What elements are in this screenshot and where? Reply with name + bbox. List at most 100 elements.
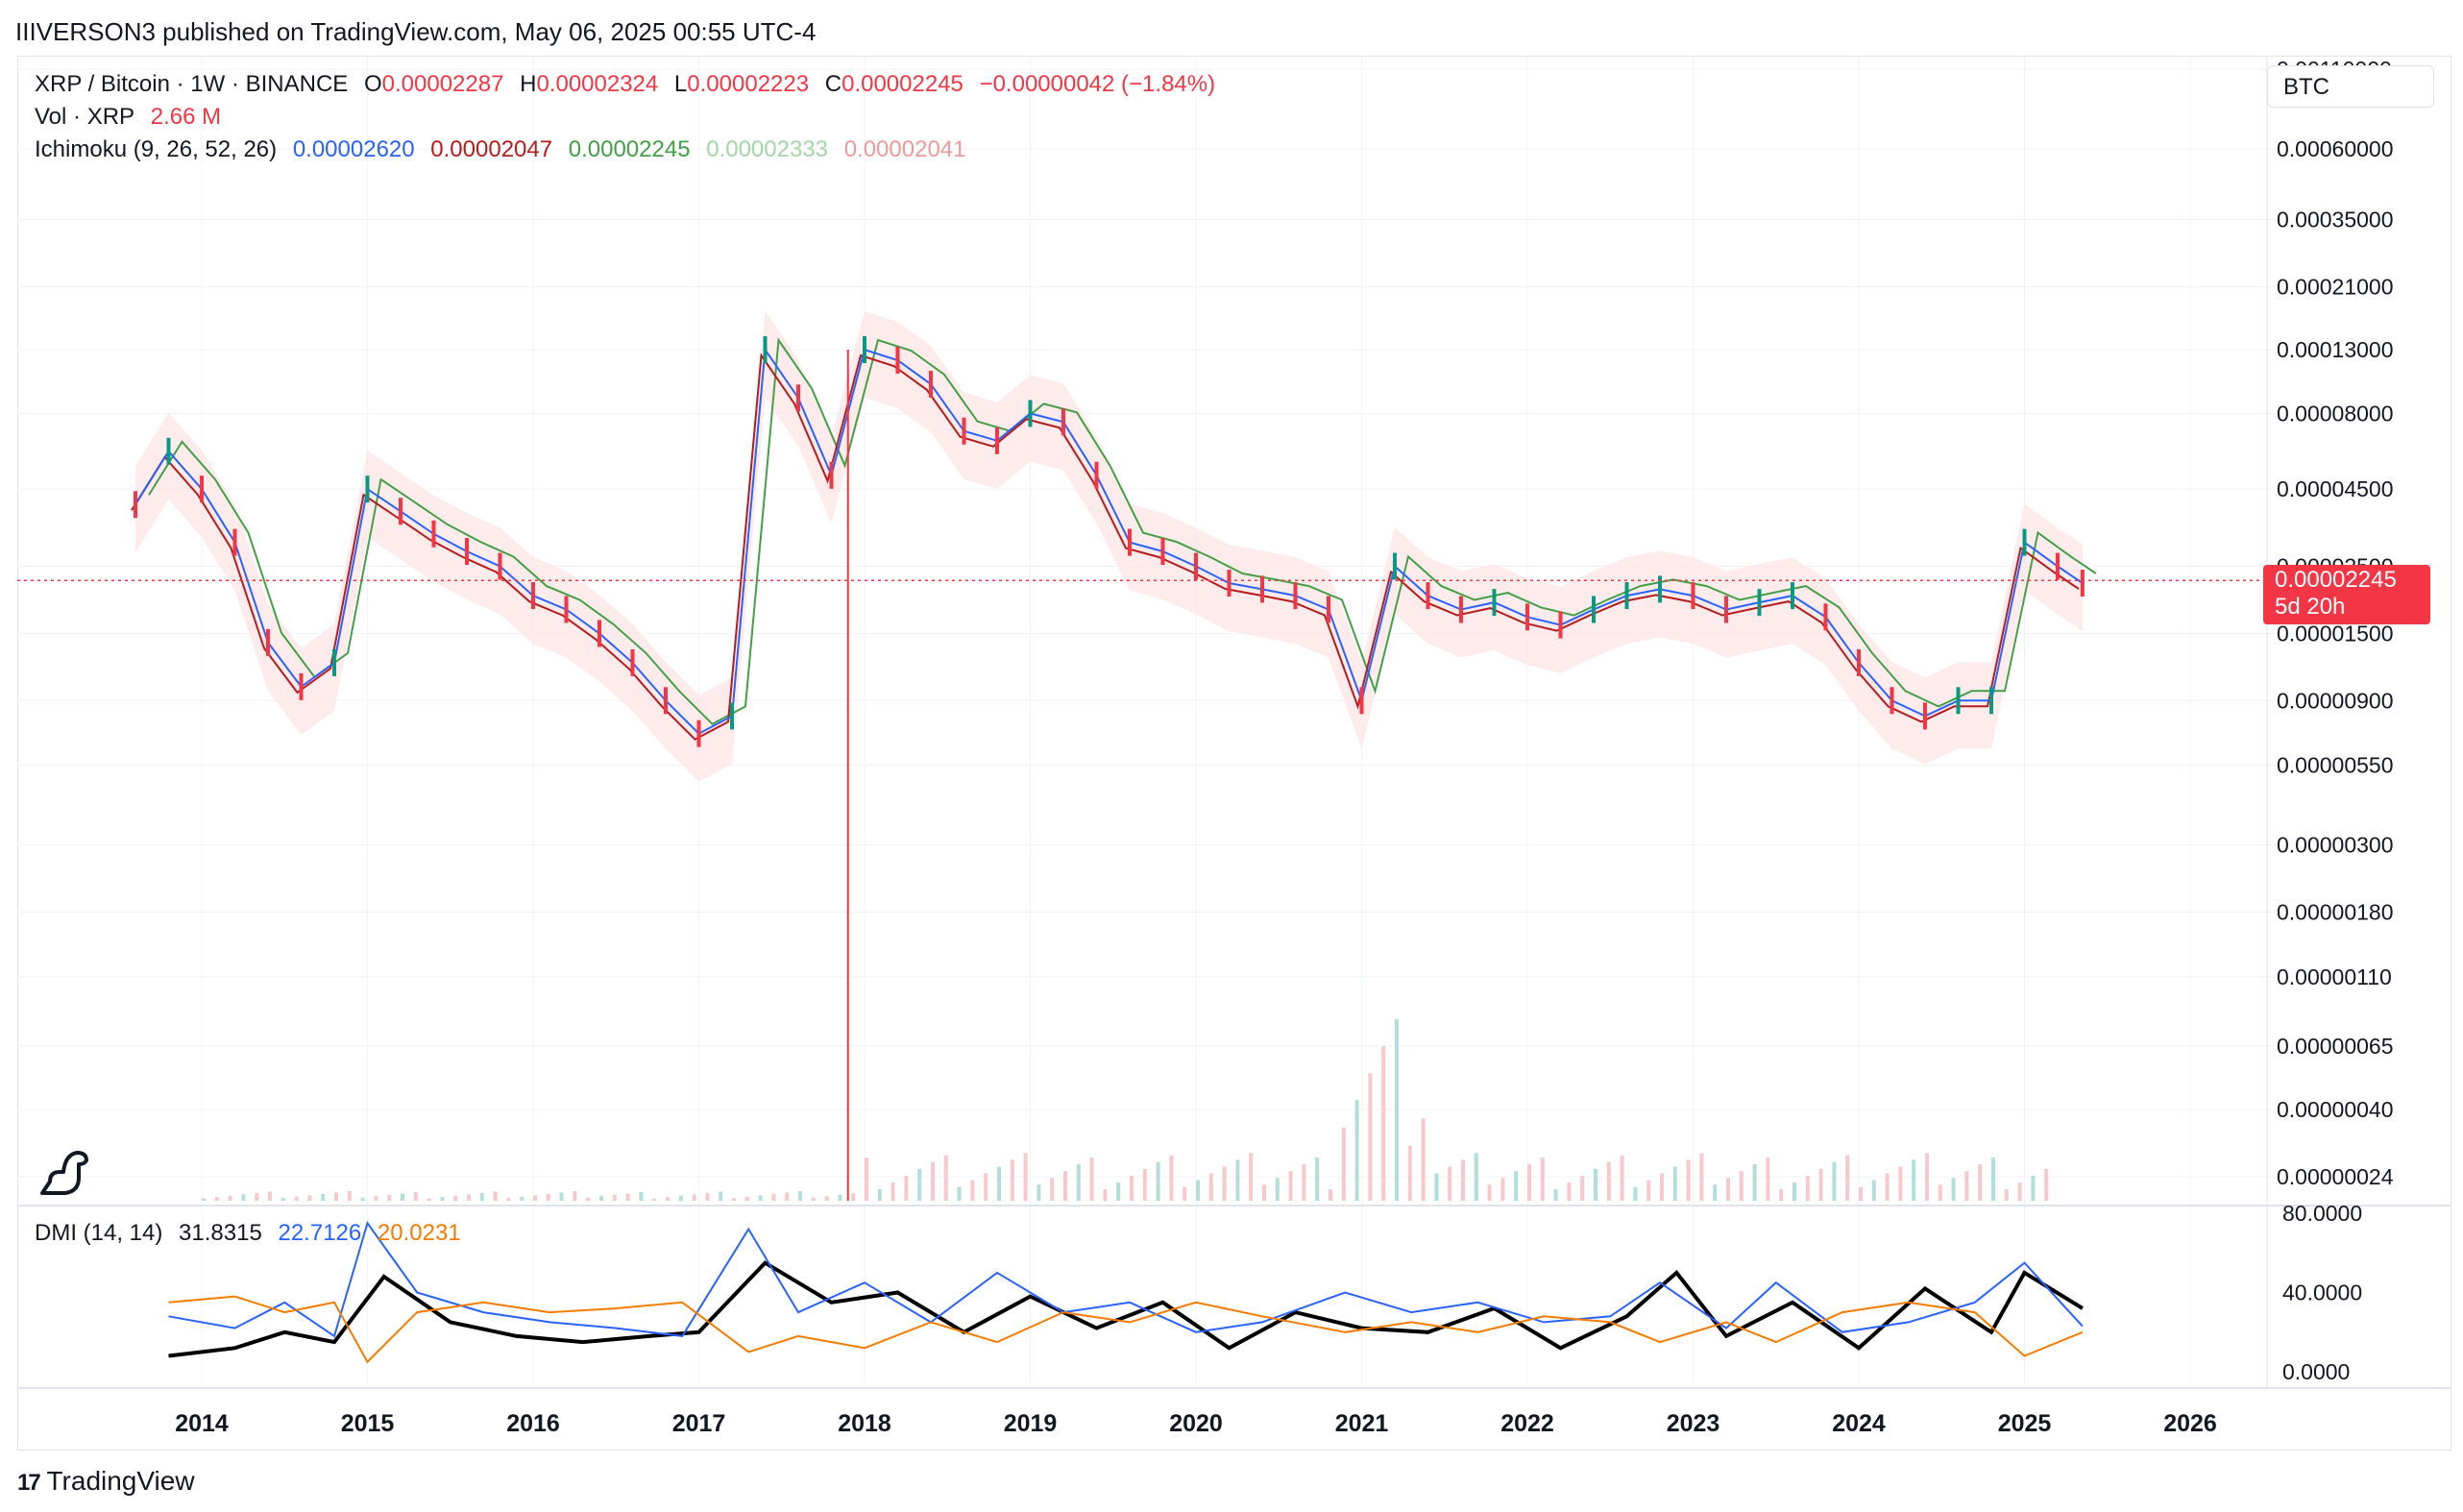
- y-tick-label: 0.00000110: [2277, 964, 2392, 989]
- dmi-minus-line: [168, 1295, 2084, 1364]
- x-tick-label: 2024: [1832, 1410, 1886, 1437]
- volume-bar: [917, 1168, 922, 1201]
- volume-bar: [1620, 1155, 1624, 1201]
- price-candle: [332, 648, 336, 676]
- open-value: 0.00002287: [381, 71, 504, 97]
- price-candle: [1724, 596, 1728, 623]
- publish-line: IIIVERSON3 published on TradingView.com,…: [15, 17, 817, 46]
- price-candle: [597, 620, 601, 647]
- y-tick-label: 0.00060000: [2277, 136, 2394, 161]
- legend-symbol: XRP / Bitcoin · 1W · BINANCE: [35, 71, 349, 97]
- volume-bar: [1646, 1180, 1651, 1201]
- ichimoku-span-a: 0.00002333: [706, 136, 829, 162]
- volume-bar: [1222, 1166, 1227, 1201]
- legend-dmi: DMI (14, 14) 31.8315 22.7126 20.0231: [35, 1220, 471, 1247]
- volume-bar: [467, 1194, 471, 1201]
- volume-bar: [1302, 1164, 1306, 1201]
- price-candle: [564, 596, 569, 623]
- volume-bar: [559, 1192, 564, 1201]
- price-candle: [1890, 687, 1894, 715]
- volume-bar: [1779, 1189, 1784, 1201]
- volume-bar: [1912, 1159, 1916, 1201]
- chart-frame[interactable]: [17, 56, 2451, 1451]
- price-candle: [1989, 687, 1993, 715]
- price-candle: [1525, 603, 1529, 631]
- volume-bar: [520, 1196, 524, 1201]
- volume-bar: [824, 1196, 829, 1201]
- volume-bar: [1606, 1161, 1611, 1201]
- volume-bar: [546, 1193, 550, 1201]
- price-candle: [200, 476, 204, 503]
- volume-bar: [1553, 1189, 1558, 1201]
- volume-bar: [1500, 1178, 1505, 1201]
- grid-lines: [17, 58, 2451, 1389]
- price-series: [17, 336, 2267, 1201]
- price-candle: [2056, 552, 2060, 580]
- volume-bar: [1527, 1164, 1531, 1201]
- volume-bar: [652, 1198, 657, 1201]
- x-axis-ticks: 2014 2015 2016 2017 2018 2019 2020 2021 2022 2023…: [175, 1410, 2217, 1437]
- volume-bar: [1368, 1073, 1373, 1201]
- volume-bar: [1010, 1159, 1014, 1201]
- volume-bar: [1395, 1018, 1399, 1201]
- volume-bar: [1991, 1158, 1995, 1201]
- ichimoku-label: Ichimoku (9, 26, 52, 26): [35, 136, 278, 162]
- volume-bar: [758, 1195, 763, 1201]
- price-candle: [299, 672, 304, 700]
- price-candle: [1956, 687, 1961, 715]
- currency-button[interactable]: BTC: [2267, 65, 2434, 108]
- legend-ohlc: XRP / Bitcoin · 1W · BINANCE O0.00002287…: [35, 71, 1225, 98]
- x-tick-label: 2016: [506, 1410, 560, 1437]
- volume-bar: [1885, 1173, 1890, 1201]
- last-price-value: 0.00002245: [2275, 567, 2397, 594]
- tv-logo-icon: 17: [17, 1470, 41, 1496]
- volume-bars: [202, 1018, 2049, 1201]
- x-tick-label: 2015: [341, 1410, 395, 1437]
- volume-bar: [2017, 1182, 2022, 1201]
- price-candle: [498, 552, 502, 580]
- price-candle: [1094, 461, 1099, 489]
- volume-bar: [1792, 1182, 1796, 1201]
- x-tick-label: 2019: [1004, 1410, 1058, 1437]
- price-candle: [1923, 702, 1927, 730]
- low-label: L: [673, 71, 688, 97]
- price-candle: [1691, 582, 1695, 610]
- price-candle: [2022, 528, 2027, 556]
- high-label: H: [520, 71, 537, 97]
- y-tick-label: 0.00000900: [2277, 688, 2394, 713]
- volume-bar: [692, 1194, 696, 1201]
- price-candle: [1327, 596, 1330, 623]
- legend-change: −0.00000042 (−1.84%): [979, 71, 1216, 97]
- dmi-minus-value: 20.0231: [377, 1220, 461, 1246]
- x-tick-label: 2021: [1335, 1410, 1389, 1437]
- volume-bar: [307, 1195, 312, 1201]
- volume-bar: [1421, 1118, 1426, 1201]
- volume-bar: [374, 1196, 378, 1201]
- price-candle: [1160, 538, 1165, 566]
- price-candle: [465, 538, 469, 566]
- dmi-adx-value: 31.8315: [179, 1220, 262, 1246]
- volume-bar: [347, 1191, 352, 1201]
- volume-bar: [413, 1192, 418, 1201]
- tenkan-line: [134, 347, 2084, 735]
- price-candle: [1426, 582, 1430, 610]
- volume-bar: [957, 1186, 962, 1201]
- price-candle: [1293, 582, 1298, 610]
- y-tick-label: 0.00035000: [2277, 207, 2394, 232]
- volume-bar: [2031, 1175, 2036, 1201]
- price-candle: [2080, 570, 2085, 597]
- x-tick-label: 2017: [672, 1410, 726, 1437]
- price-candle: [399, 498, 402, 525]
- legend-low: L0.00002223: [674, 71, 809, 97]
- volume-bar: [625, 1193, 630, 1201]
- volume-bar: [678, 1195, 683, 1201]
- volume-bar: [1699, 1153, 1704, 1201]
- volume-bar: [1381, 1046, 1386, 1201]
- volume-bar: [785, 1192, 790, 1201]
- volume-bar: [943, 1155, 948, 1201]
- volume-bar: [1235, 1159, 1240, 1201]
- price-candle: [1128, 528, 1132, 556]
- cloud-band: [135, 311, 2083, 782]
- y-tick-label: 0.00000024: [2277, 1164, 2394, 1189]
